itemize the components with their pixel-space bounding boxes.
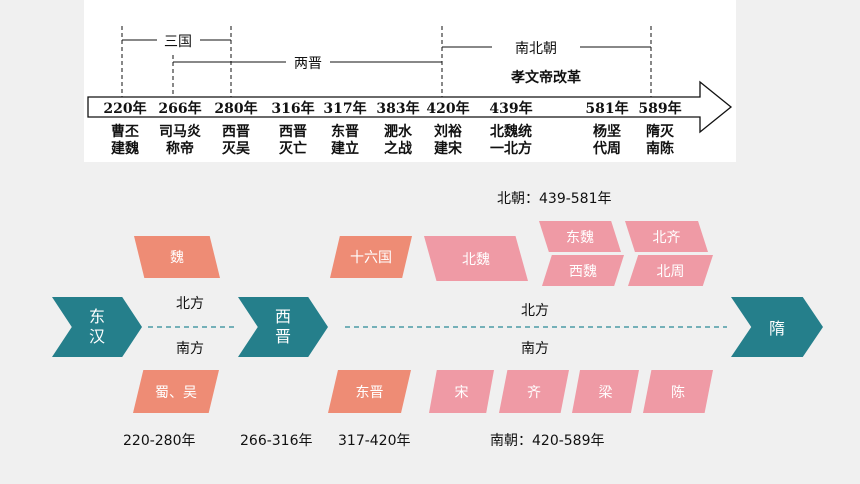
timeline-event: 杨坚 代周 bbox=[593, 124, 621, 158]
timeline-event-line: 北魏统 bbox=[490, 124, 532, 140]
chevron-xijin-char-2: 晋 bbox=[274, 327, 291, 346]
timeline-event-line: 杨坚 bbox=[593, 124, 621, 140]
beichao-label: 北朝：439-581年 bbox=[497, 191, 612, 207]
block-wei: 魏 bbox=[134, 236, 220, 278]
timeline-year: 316年 bbox=[271, 101, 315, 117]
timeline-event: 西晋 灭亡 bbox=[279, 124, 307, 158]
timeline-event: 司马炎 称帝 bbox=[159, 124, 201, 158]
timeline-event: 刘裕 建宋 bbox=[434, 124, 462, 158]
period-label-xijin: 266-316年 bbox=[240, 433, 313, 449]
bracket-label-liangjin: 两晋 bbox=[294, 56, 322, 72]
timeline-event: 淝水 之战 bbox=[384, 124, 412, 158]
timeline-event-line: 之战 bbox=[384, 141, 412, 157]
timeline-event: 曹丕 建魏 bbox=[111, 124, 139, 158]
block-shiliuguo: 十六国 bbox=[330, 236, 412, 278]
timeline-year: 280年 bbox=[214, 101, 258, 117]
block-dongjin: 东晋 bbox=[328, 370, 411, 413]
timeline-event-line: 代周 bbox=[593, 141, 621, 157]
timeline-arrow bbox=[87, 80, 733, 134]
timeline-event-line: 南陈 bbox=[646, 141, 674, 157]
north-label-1: 北方 bbox=[176, 296, 204, 312]
timeline-year: 383年 bbox=[376, 101, 420, 117]
timeline-event-line: 司马炎 bbox=[159, 124, 201, 140]
block-dongwei: 东魏 bbox=[539, 221, 621, 252]
block-xiwei: 西魏 bbox=[542, 255, 624, 286]
timeline-year: 220年 bbox=[103, 101, 147, 117]
timeline-event-line: 灭亡 bbox=[279, 141, 307, 157]
timeline-year: 266年 bbox=[158, 101, 202, 117]
timeline-event-line: 曹丕 bbox=[111, 124, 139, 140]
block-song: 宋 bbox=[429, 370, 494, 413]
period-label-sanguo: 220-280年 bbox=[123, 433, 196, 449]
chevron-donghan-char-1: 东 bbox=[88, 307, 105, 326]
timeline-event-line: 刘裕 bbox=[434, 124, 462, 140]
timeline-panel bbox=[84, 0, 736, 162]
timeline-year: 589年 bbox=[638, 101, 682, 117]
timeline-event-line: 建魏 bbox=[111, 141, 139, 157]
block-liang: 梁 bbox=[572, 370, 639, 413]
reform-label: 孝文帝改革 bbox=[511, 70, 581, 86]
block-beizhou: 北周 bbox=[628, 255, 713, 286]
chevron-xijin-char-1: 西 bbox=[274, 307, 291, 326]
timeline-event-line: 西晋 bbox=[279, 124, 307, 140]
timeline-event: 东晋 建立 bbox=[331, 124, 359, 158]
north-south-dividers bbox=[148, 326, 727, 328]
timeline-event-line: 隋灭 bbox=[646, 124, 674, 140]
block-shuwu: 蜀、吴 bbox=[133, 370, 219, 413]
period-label-dongjin: 317-420年 bbox=[338, 433, 411, 449]
south-label-1: 南方 bbox=[176, 341, 204, 357]
chevron-donghan-char-2: 汉 bbox=[88, 327, 105, 346]
bracket-label-nanbeichao: 南北朝 bbox=[515, 41, 557, 57]
timeline-event-line: 一北方 bbox=[490, 141, 532, 157]
timeline-year: 581年 bbox=[585, 101, 629, 117]
timeline-year: 420年 bbox=[426, 101, 470, 117]
chevron-xijin-text: 西 晋 bbox=[272, 307, 294, 347]
timeline-event-line: 建立 bbox=[331, 141, 359, 157]
period-label-nanchao: 南朝：420-589年 bbox=[490, 433, 605, 449]
bracket-label-sanguo: 三国 bbox=[164, 34, 192, 50]
timeline-event: 西晋 灭吴 bbox=[222, 124, 250, 158]
block-beiqi: 北齐 bbox=[625, 221, 708, 252]
chevron-donghan-text: 东 汉 bbox=[86, 307, 108, 347]
block-chen: 陈 bbox=[643, 370, 713, 413]
timeline-event-line: 灭吴 bbox=[222, 141, 250, 157]
timeline-event-line: 淝水 bbox=[384, 124, 412, 140]
chevron-sui-text: 隋 bbox=[768, 319, 785, 338]
timeline-graphic bbox=[87, 26, 733, 134]
block-beiwei: 北魏 bbox=[424, 236, 528, 281]
timeline-event-line: 称帝 bbox=[166, 141, 194, 157]
timeline-event-line: 东晋 bbox=[331, 124, 359, 140]
block-qi: 齐 bbox=[499, 370, 569, 413]
timeline-event: 北魏统 一北方 bbox=[490, 124, 532, 158]
timeline-event-line: 建宋 bbox=[434, 141, 462, 157]
north-label-2: 北方 bbox=[521, 303, 549, 319]
timeline-year: 439年 bbox=[489, 101, 533, 117]
timeline-year: 317年 bbox=[323, 101, 367, 117]
timeline-event: 隋灭 南陈 bbox=[646, 124, 674, 158]
timeline-event-line: 西晋 bbox=[222, 124, 250, 140]
south-label-2: 南方 bbox=[521, 341, 549, 357]
bracket-lines bbox=[121, 26, 652, 97]
